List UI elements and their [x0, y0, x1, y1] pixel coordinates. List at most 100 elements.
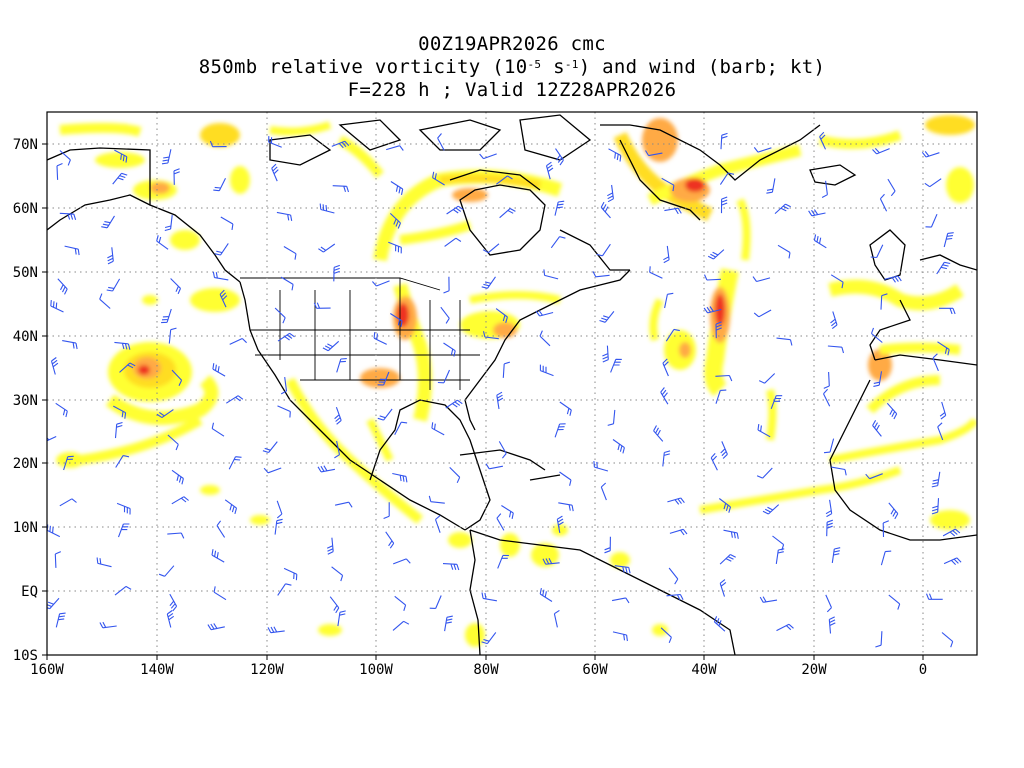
- wind-barb: [168, 327, 177, 344]
- wind-barb: [220, 216, 234, 230]
- wind-barb: [943, 232, 954, 248]
- wind-barb: [888, 502, 899, 520]
- wind-barb: [872, 420, 882, 437]
- wind-barb: [772, 535, 785, 551]
- wind-barb: [437, 369, 451, 384]
- wind-barb: [117, 523, 130, 538]
- wind-barb: [47, 436, 57, 442]
- wind-barb: [57, 278, 68, 295]
- wind-barb: [555, 148, 564, 166]
- wind-barbs: [47, 131, 962, 648]
- wind-barb: [213, 586, 227, 601]
- wind-barb: [886, 402, 898, 420]
- wind-barb: [444, 615, 453, 632]
- wind-barb: [99, 621, 117, 629]
- wind-barb: [390, 181, 404, 196]
- wind-barb: [50, 300, 64, 313]
- state-boundaries: [149, 150, 480, 390]
- wind-barb: [776, 337, 793, 346]
- wind-barb: [390, 313, 403, 328]
- wind-barb: [213, 177, 226, 192]
- wind-barb: [498, 441, 507, 459]
- wind-barb: [449, 467, 461, 484]
- wind-barb: [388, 241, 402, 254]
- wind-barb: [268, 136, 282, 148]
- wind-barb: [156, 409, 174, 419]
- wind-barb: [428, 495, 445, 504]
- wind-barb: [219, 289, 228, 308]
- wind-barb: [276, 500, 283, 519]
- y-tick-label: 20N: [13, 456, 38, 472]
- wind-barb: [596, 243, 611, 257]
- wind-barb: [667, 497, 685, 505]
- wind-barb: [280, 276, 294, 291]
- wind-barb: [229, 338, 247, 345]
- wind-barb: [481, 632, 497, 645]
- wind-barb: [715, 321, 722, 339]
- wind-barb: [322, 340, 340, 352]
- wind-barb: [113, 405, 127, 419]
- wind-barb: [276, 211, 293, 222]
- wind-barb: [333, 264, 340, 282]
- wind-barb: [326, 537, 334, 555]
- wind-barb: [106, 278, 121, 292]
- wind-barb: [707, 249, 725, 260]
- wind-barb: [377, 408, 393, 421]
- wind-barb: [373, 332, 387, 345]
- y-tick-label: 40N: [13, 329, 38, 345]
- wind-barb: [443, 276, 450, 294]
- wind-barb: [444, 237, 462, 247]
- wind-barb: [775, 548, 785, 564]
- wind-barb: [442, 563, 460, 571]
- wind-barb: [161, 149, 172, 165]
- wind-barb: [939, 401, 947, 420]
- wind-barb: [228, 456, 242, 470]
- wind-barb: [319, 203, 335, 214]
- wind-barb: [539, 330, 551, 347]
- wind-barb: [770, 395, 783, 409]
- wind-barb: [554, 200, 565, 216]
- wind-barb: [664, 292, 674, 309]
- wind-barb: [211, 549, 225, 563]
- wind-barb: [925, 213, 938, 228]
- wind-barb: [216, 520, 226, 538]
- wind-barb: [545, 161, 554, 180]
- wind-barb: [54, 551, 62, 568]
- x-tick-label: 80W: [473, 662, 499, 678]
- wind-barb: [283, 246, 297, 260]
- wind-barb: [559, 401, 572, 416]
- wind-barb: [777, 244, 791, 259]
- wind-barb: [440, 306, 450, 324]
- wind-barb: [932, 353, 939, 372]
- wind-barb: [331, 140, 350, 149]
- vorticity-shading: [56, 115, 977, 647]
- y-tick-label: 70N: [13, 137, 38, 153]
- wind-barb: [665, 328, 680, 342]
- wind-barb: [556, 515, 564, 533]
- wind-barb: [394, 421, 408, 435]
- wind-barb: [757, 424, 771, 438]
- wind-barb: [758, 373, 776, 384]
- wind-barb: [499, 208, 516, 219]
- wind-barb: [336, 358, 347, 373]
- wind-barb: [759, 596, 778, 603]
- wind-barb: [664, 207, 682, 215]
- wind-barb: [599, 311, 615, 323]
- wind-barb: [924, 178, 942, 188]
- wind-barb: [831, 466, 847, 476]
- wind-barb: [313, 302, 331, 309]
- wind-barb: [719, 172, 735, 185]
- wind-barb: [943, 557, 962, 565]
- wind-barb: [668, 567, 679, 585]
- plot-frame: [46, 111, 978, 656]
- wind-barb: [331, 566, 344, 582]
- wind-barb: [882, 520, 890, 538]
- wind-barb: [823, 438, 835, 454]
- wind-barb: [593, 461, 609, 472]
- wind-barb: [931, 471, 941, 488]
- wind-barb: [274, 518, 283, 535]
- wind-barb: [828, 616, 836, 634]
- wind-barb: [813, 234, 827, 249]
- wind-barb: [386, 145, 404, 151]
- wind-barb: [715, 374, 733, 382]
